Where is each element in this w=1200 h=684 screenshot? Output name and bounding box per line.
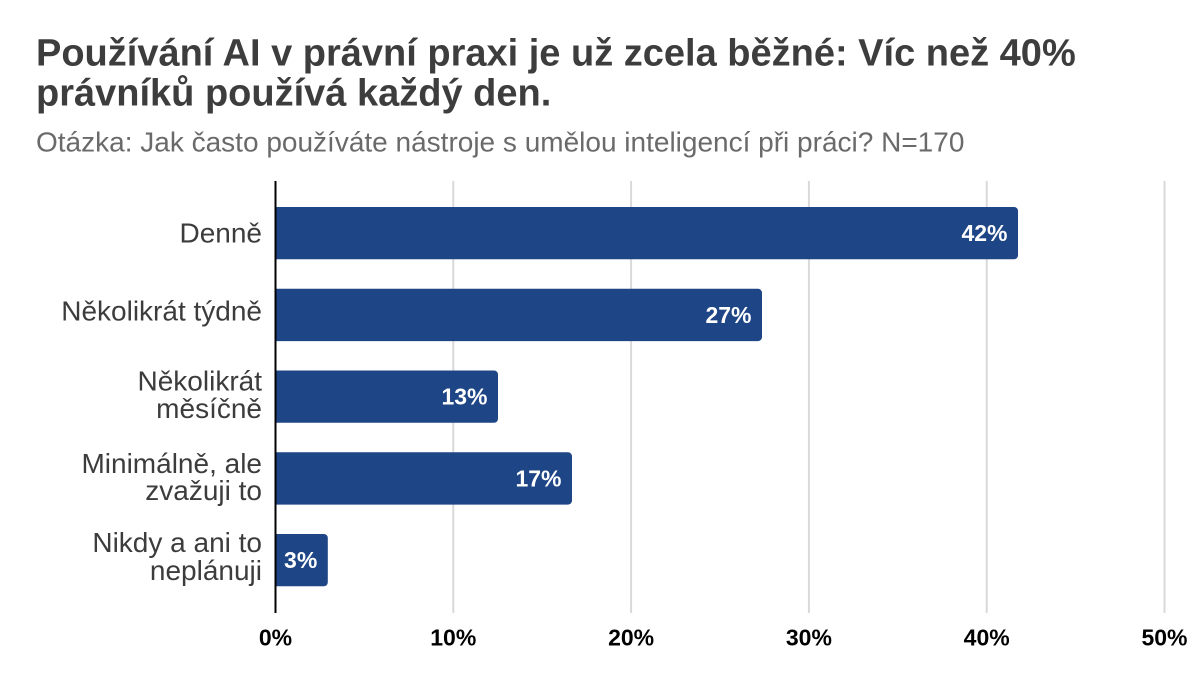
svg-text:27%: 27% xyxy=(705,302,751,328)
svg-text:Několikrát týdně: Několikrát týdně xyxy=(61,296,262,327)
svg-text:Otázka: Jak často používáte ná: Otázka: Jak často používáte nástroje s u… xyxy=(36,127,964,158)
svg-text:Denně: Denně xyxy=(179,218,262,249)
svg-text:13%: 13% xyxy=(441,384,487,410)
svg-text:právníků používá každý den.: právníků používá každý den. xyxy=(36,73,551,115)
svg-text:Minimálně, ale: Minimálně, ale xyxy=(81,448,262,479)
svg-text:Používání AI v právní praxi je: Používání AI v právní praxi je už zcela … xyxy=(36,33,1076,75)
svg-text:3%: 3% xyxy=(284,547,317,573)
svg-text:Několikrát: Několikrát xyxy=(138,365,263,396)
svg-text:17%: 17% xyxy=(515,465,561,491)
svg-text:0%: 0% xyxy=(259,624,292,650)
svg-text:neplánuji: neplánuji xyxy=(150,555,262,586)
svg-text:měsíčně: měsíčně xyxy=(156,393,262,424)
svg-text:10%: 10% xyxy=(430,624,476,650)
svg-text:40%: 40% xyxy=(964,624,1010,650)
svg-text:zvažuji to: zvažuji to xyxy=(145,475,262,506)
svg-text:30%: 30% xyxy=(786,624,832,650)
svg-text:20%: 20% xyxy=(608,624,654,650)
svg-text:42%: 42% xyxy=(961,220,1007,246)
svg-text:Nikdy a ani to: Nikdy a ani to xyxy=(92,527,262,558)
svg-text:50%: 50% xyxy=(1141,624,1187,650)
